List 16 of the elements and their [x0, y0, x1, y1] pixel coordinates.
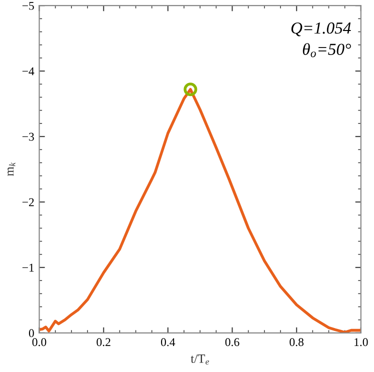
y-tick-label: −3	[22, 132, 34, 141]
annotation: Q=1.054	[291, 22, 351, 36]
y-tick-label: −1	[22, 264, 34, 272]
x-tick-label: 0.2	[96, 338, 110, 346]
x-axis-title: t/T$_{e}$	[190, 354, 210, 365]
annotation: θ$_{o}$=50°	[302, 43, 351, 58]
x-tick-label: 0.0	[32, 338, 46, 346]
y-tick-label: −2	[22, 198, 34, 206]
y-tick-label: 0	[28, 329, 34, 338]
x-tick-label: 1.0	[354, 338, 368, 346]
y-tick-label: −5	[22, 2, 34, 10]
y-axis-title: m$_{k}$	[8, 162, 16, 176]
y-tick-label: −4	[22, 67, 34, 76]
x-tick-label: 0.4	[161, 338, 176, 346]
x-tick-label: 0.8	[290, 338, 304, 346]
x-tick-label: 0.6	[225, 338, 240, 346]
